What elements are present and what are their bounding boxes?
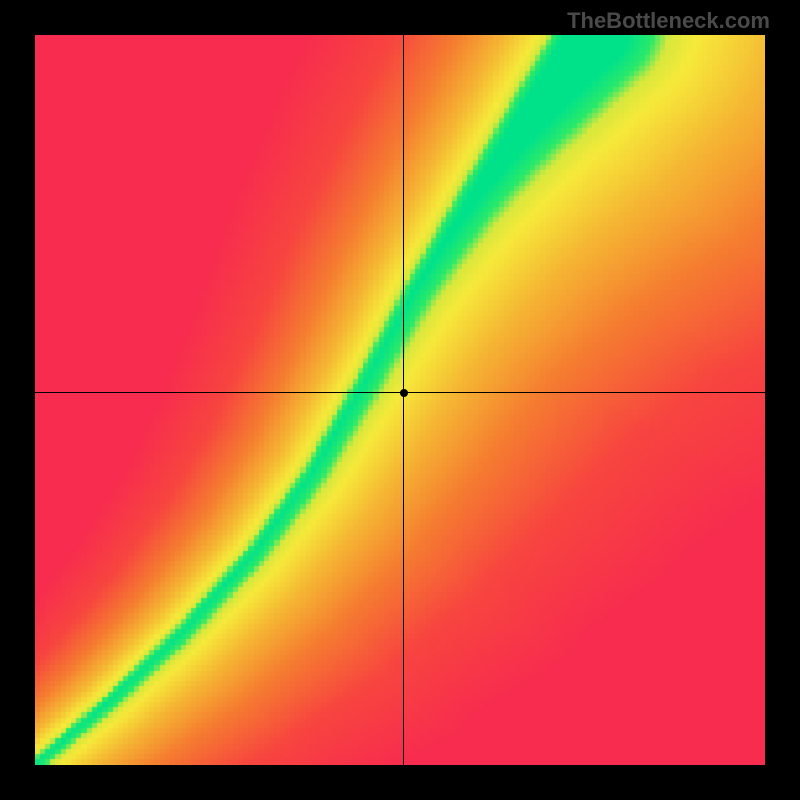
- watermark-text: TheBottleneck.com: [567, 8, 770, 34]
- crosshair-dot: [400, 389, 408, 397]
- bottleneck-heatmap: [35, 35, 765, 765]
- plot-container: [35, 35, 765, 765]
- crosshair-vertical: [403, 35, 404, 765]
